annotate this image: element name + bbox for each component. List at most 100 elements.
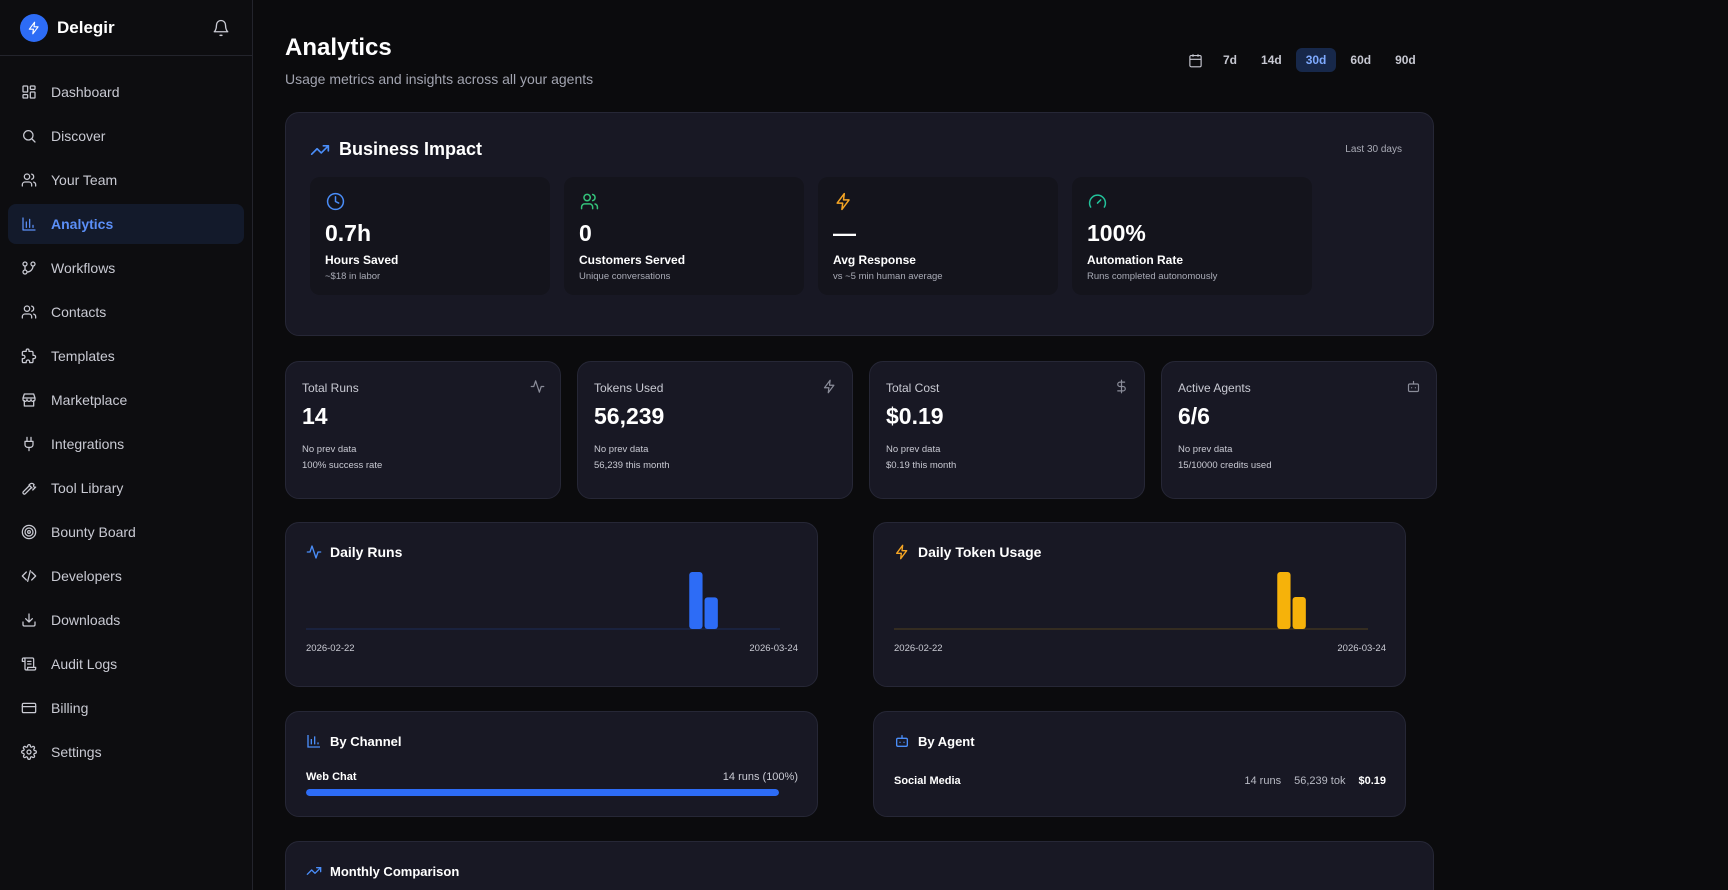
sidebar-item-downloads[interactable]: Downloads — [8, 600, 244, 640]
chart-bar[interactable] — [1277, 572, 1291, 629]
page-subtitle: Usage metrics and insights across all yo… — [285, 71, 594, 87]
impact-tile: — Avg Response vs ~5 min human average — [818, 177, 1058, 295]
sidebar-item-contacts[interactable]: Contacts — [8, 292, 244, 332]
impact-value: 0.7h — [325, 220, 372, 246]
range-button-90d[interactable]: 90d — [1395, 53, 1416, 67]
stat-value: 56,239 — [594, 403, 665, 429]
stat-label: Active Agents — [1178, 381, 1251, 395]
monthly-comparison-title-text: Monthly Comparison — [330, 863, 460, 879]
by-channel-title: By Channel — [306, 733, 402, 749]
daily-runs-title-text: Daily Runs — [330, 544, 403, 560]
stat-label: Total Runs — [302, 381, 359, 395]
brand-logo[interactable] — [20, 13, 48, 42]
activity-icon — [529, 378, 545, 394]
monthly-comparison-card: Monthly Comparison — [285, 841, 1434, 890]
sidebar-item-label: Discover — [51, 128, 106, 144]
sidebar-item-marketplace[interactable]: Marketplace — [8, 380, 244, 420]
bolt-icon — [833, 191, 853, 211]
by-channel-card: By Channel Web Chat 14 runs (100%) — [285, 711, 818, 817]
sidebar-item-label: Tool Library — [51, 480, 124, 496]
stat-value: 6/6 — [1178, 403, 1210, 429]
chart-bar[interactable] — [704, 597, 718, 629]
impact-tile: 0 Customers Served Unique conversations — [564, 177, 804, 295]
sidebar-item-workflows[interactable]: Workflows — [8, 248, 244, 288]
stat-card-tokens-used: Tokens Used 56,239 No prev data 56,239 this… — [577, 361, 853, 499]
daily-runs-x-start: 2026-02-22 — [306, 643, 355, 654]
sidebar-item-developers[interactable]: Developers — [8, 556, 244, 596]
trending-up-icon — [310, 140, 330, 160]
agent-tokens: 56,239 tok — [1294, 775, 1346, 787]
bell-icon[interactable] — [210, 17, 232, 39]
sidebar-item-audit-logs[interactable]: Audit Logs — [8, 644, 244, 684]
target-icon — [21, 524, 37, 540]
sidebar-item-discover[interactable]: Discover — [8, 116, 244, 156]
bot-icon — [894, 733, 910, 749]
date-range-selector: 7d 14d 30d 60d 90d — [1187, 48, 1430, 72]
channel-progress-fill — [306, 789, 779, 796]
range-button-60d[interactable]: 60d — [1350, 53, 1372, 67]
stat-prev: No prev data — [886, 444, 941, 455]
users-icon — [21, 172, 37, 188]
sidebar-item-tool-library[interactable]: Tool Library — [8, 468, 244, 508]
daily-tokens-title-text: Daily Token Usage — [918, 544, 1042, 560]
sidebar-item-bounty-board[interactable]: Bounty Board — [8, 512, 244, 552]
activity-icon — [306, 544, 322, 560]
stat-card-total-runs: Total Runs 14 No prev data 100% success rat… — [285, 361, 561, 499]
sidebar-item-label: Bounty Board — [51, 524, 136, 540]
business-impact-card: Business Impact Last 30 days 0.7h Hours S… — [285, 112, 1434, 336]
daily-runs-chart — [306, 572, 780, 630]
sidebar-item-your-team[interactable]: Your Team — [8, 160, 244, 200]
daily-tokens-x-end: 2026-03-24 — [1337, 643, 1386, 654]
stat-card-active-agents: Active Agents 6/6 No prev data 15/10000 cre… — [1161, 361, 1437, 499]
impact-label: Hours Saved — [325, 253, 399, 267]
stat-value: $0.19 — [886, 403, 944, 429]
stat-prev: No prev data — [302, 444, 357, 455]
impact-sub: Runs completed autonomously — [1087, 271, 1218, 282]
range-button-14d[interactable]: 14d — [1261, 53, 1282, 67]
bot-icon — [1405, 378, 1421, 394]
range-button-30d[interactable]: 30d — [1295, 48, 1337, 72]
channel-value: 14 runs (100%) — [722, 771, 798, 783]
stat-value: 14 — [302, 403, 328, 429]
impact-label: Automation Rate — [1087, 253, 1183, 267]
stat-detail: 100% success rate — [302, 460, 383, 471]
stat-prev: No prev data — [594, 444, 649, 455]
calendar-icon — [1187, 52, 1203, 68]
sidebar-item-label: Developers — [51, 568, 122, 584]
stat-label: Total Cost — [886, 381, 940, 395]
sidebar-item-analytics[interactable]: Analytics — [8, 204, 244, 244]
range-button-7d[interactable]: 7d — [1223, 53, 1238, 67]
sidebar-item-billing[interactable]: Billing — [8, 688, 244, 728]
sidebar-item-integrations[interactable]: Integrations — [8, 424, 244, 464]
impact-sub: Unique conversations — [579, 271, 671, 282]
stat-detail: 56,239 this month — [594, 460, 670, 471]
channel-progress-track — [306, 789, 779, 796]
chart-bar[interactable] — [1292, 596, 1306, 629]
sidebar-item-label: Downloads — [51, 612, 121, 628]
sidebar-item-dashboard[interactable]: Dashboard — [8, 72, 244, 112]
chart-bar[interactable] — [689, 572, 703, 629]
trending-up-icon — [306, 863, 322, 879]
stat-detail: $0.19 this month — [886, 460, 957, 471]
sidebar-item-label: Billing — [51, 700, 89, 716]
dollar-icon — [1113, 378, 1129, 394]
dashboard-icon — [21, 84, 37, 100]
agent-cost: $0.19 — [1358, 775, 1386, 787]
brand-header: Delegir — [0, 0, 252, 56]
impact-label: Avg Response — [833, 253, 916, 267]
credit-card-icon — [21, 700, 37, 716]
monthly-comparison-title: Monthly Comparison — [306, 863, 459, 879]
agent-runs: 14 runs — [1244, 775, 1282, 787]
agent-stats: 14 runs 56,239 tok $0.19 — [1231, 775, 1386, 787]
sidebar-item-label: Analytics — [51, 216, 114, 232]
bolt-icon — [28, 21, 39, 34]
brand-name: Delegir — [57, 17, 115, 37]
clock-icon — [325, 191, 345, 211]
sidebar-item-label: Integrations — [51, 436, 125, 452]
bolt-icon — [821, 378, 837, 394]
daily-tokens-card: Daily Token Usage 2026-02-22 2026-03-24 — [873, 522, 1406, 687]
stat-label: Tokens Used — [594, 381, 664, 395]
sidebar-item-templates[interactable]: Templates — [8, 336, 244, 376]
sidebar-item-settings[interactable]: Settings — [8, 732, 244, 772]
